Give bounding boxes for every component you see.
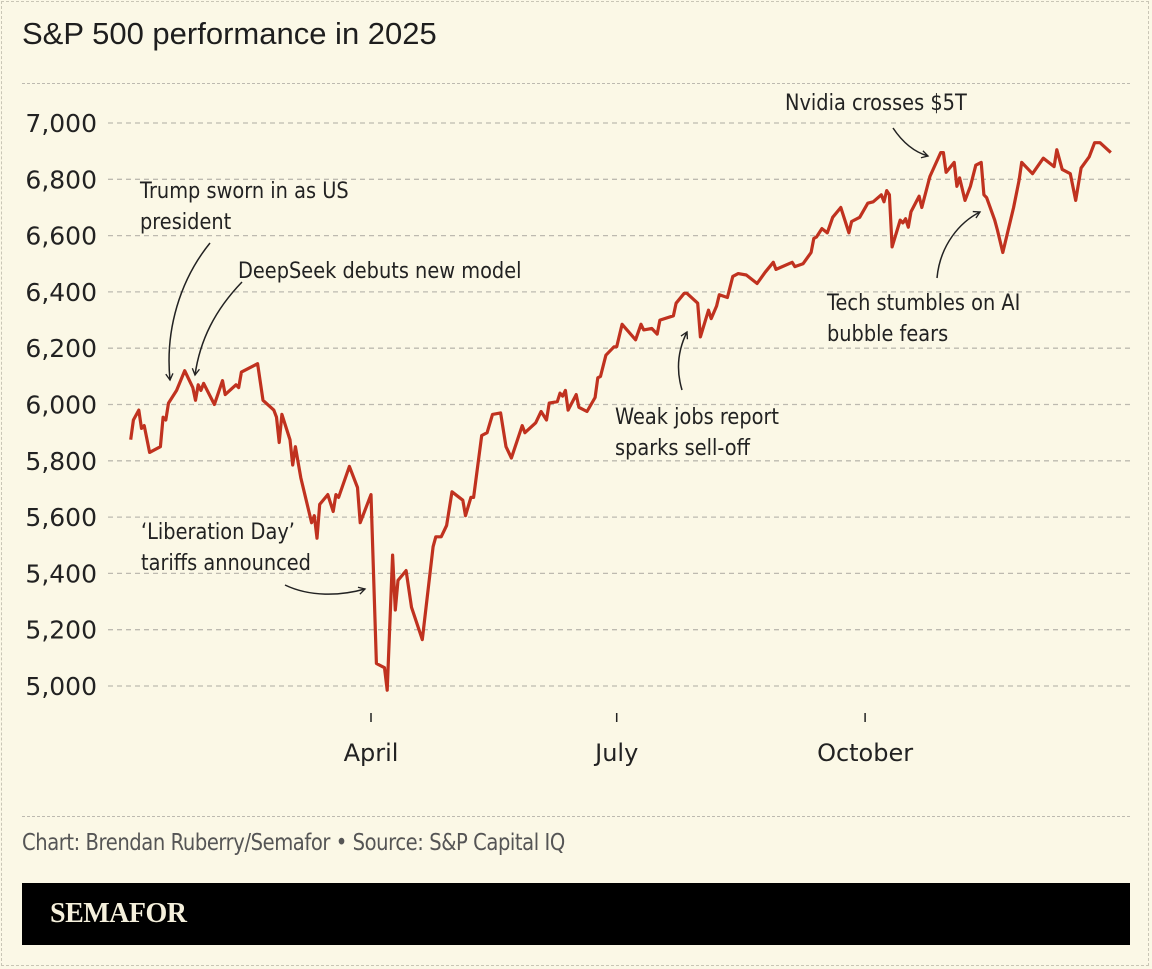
annotation-arrow-deepseek [191,281,243,377]
x-tick-label: April [344,739,399,767]
annotation-weak-jobs: sparks sell-off [615,435,751,460]
y-tick-label: 5,800 [25,447,97,476]
sp500-line [129,141,1112,692]
brand-bar: SEMAFOR [22,883,1130,945]
y-tick-label: 7,000 [25,109,97,138]
annotation-tech-stumbles: bubble fears [827,321,948,346]
annotation-arrow-trump [165,242,211,382]
x-tick-label: October [817,739,913,767]
y-tick-label: 6,200 [25,334,97,363]
annotation-liberation-day: ‘Liberation Day’ [141,519,295,544]
y-tick-label: 6,600 [25,222,97,251]
annotation-trump: Trump sworn in as US [139,178,349,203]
footer-separator [22,816,1130,817]
annotation-arrow-nvidia [892,127,930,159]
chart-title: S&P 500 performance in 2025 [22,16,437,51]
x-tick-label: July [593,739,638,767]
annotation-liberation-day: tariffs announced [141,550,311,575]
y-tick-label: 6,400 [25,278,97,307]
annotation-nvidia: Nvidia crosses $5T [785,90,967,115]
y-tick-label: 5,400 [25,559,97,588]
annotation-arrow-weak-jobs [677,330,689,391]
annotation-deepseek: DeepSeek debuts new model [238,258,521,283]
semafor-logo: SEMAFOR [50,898,187,929]
annotation-arrow-liberation-day [284,584,367,595]
chart-credit: Chart: Brendan Ruberry/Semafor • Source:… [22,830,565,856]
y-tick-label: 6,800 [25,165,97,194]
y-tick-label: 5,000 [25,672,97,701]
y-tick-label: 5,600 [25,503,97,532]
annotation-arrow-tech-stumbles [936,210,982,279]
title-separator [22,83,1130,84]
annotation-tech-stumbles: Tech stumbles on AI [826,290,1020,315]
y-tick-label: 5,200 [25,616,97,645]
y-tick-label: 6,000 [25,391,97,420]
annotation-trump: president [140,209,231,234]
annotation-weak-jobs: Weak jobs report [615,404,779,429]
